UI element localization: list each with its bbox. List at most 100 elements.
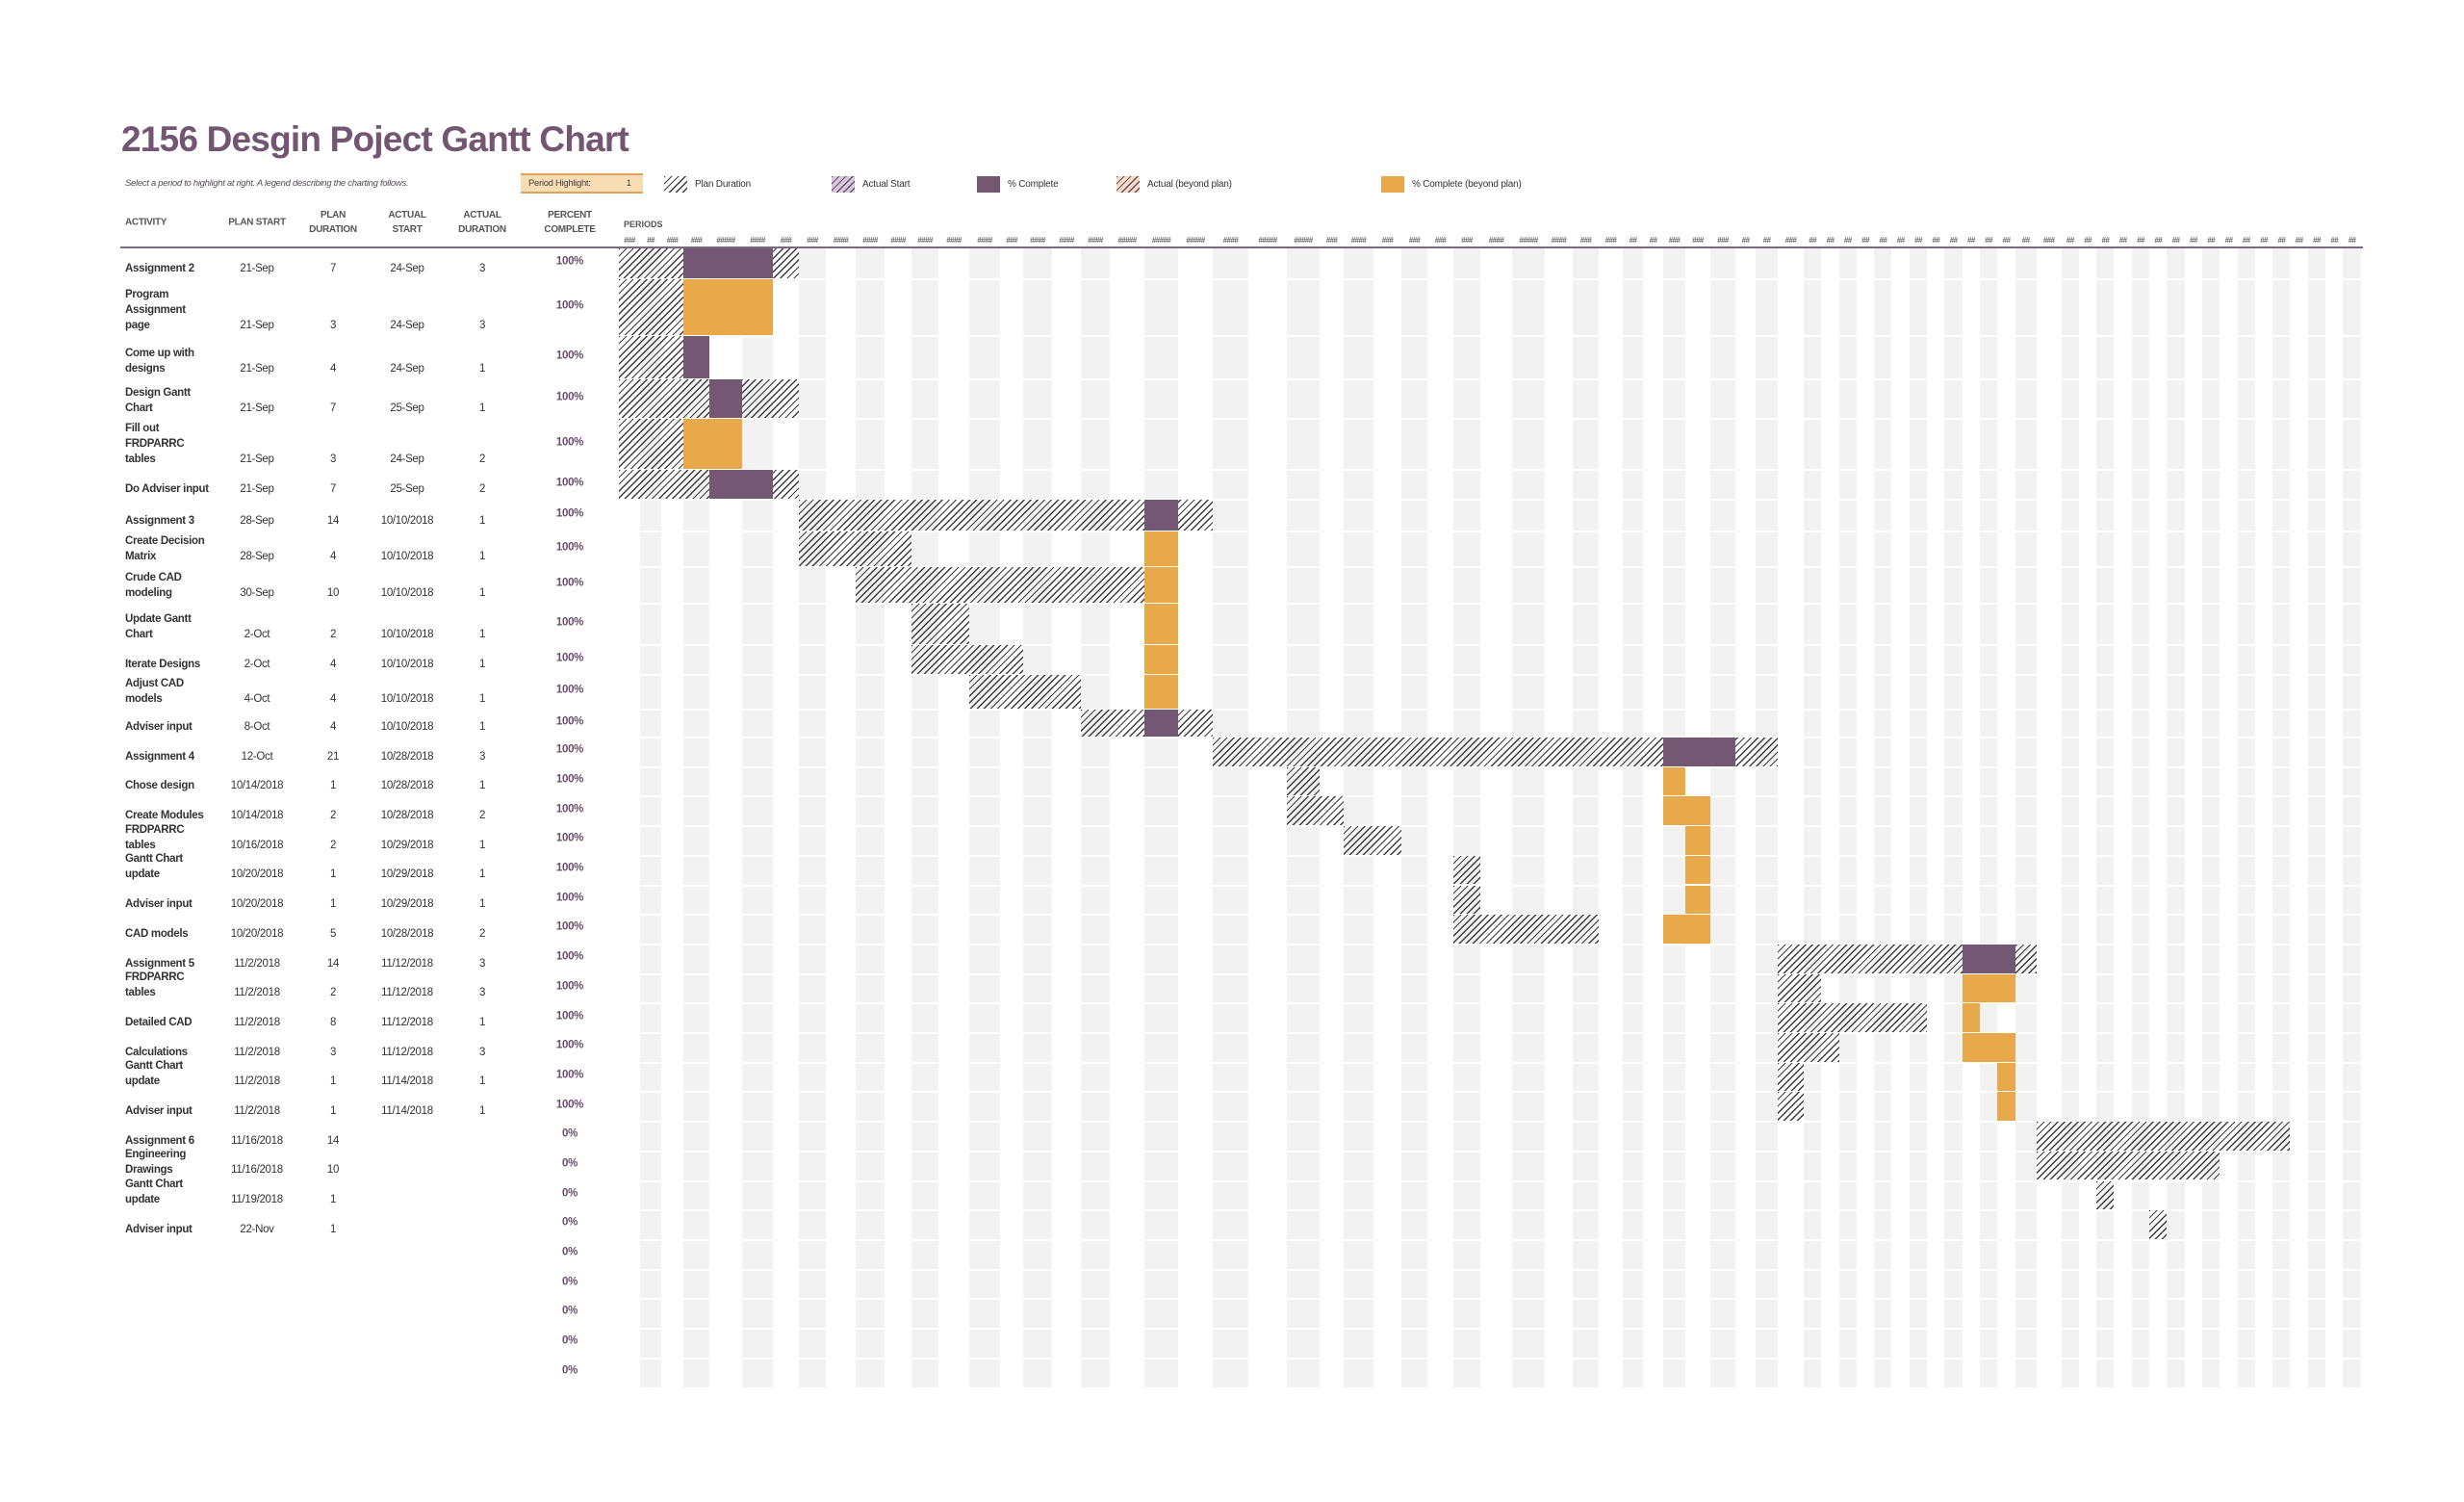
- period-label: ###: [1434, 236, 1447, 245]
- plan-duration-cell: 21: [326, 750, 340, 763]
- plan-duration-cell: 4: [329, 363, 337, 375]
- plan-start-cell: 12-Oct: [241, 750, 273, 763]
- row-separator: [619, 499, 2361, 501]
- period-label: ##: [1879, 236, 1887, 245]
- percent-complete-cell: 100%: [555, 507, 584, 520]
- period-label: ###: [1668, 236, 1681, 245]
- period-highlight-input[interactable]: Period Highlight: 1: [521, 173, 643, 194]
- period-label: ##: [2118, 236, 2127, 245]
- percent-complete-cell: 100%: [555, 862, 584, 874]
- row-separator: [619, 469, 2361, 471]
- percent-complete-beyond-plan-bar: [1685, 885, 1710, 915]
- period-label: ####: [977, 236, 992, 245]
- plan-duration-cell: 1: [329, 1075, 337, 1088]
- actual-start-cell: 24-Sep: [390, 453, 424, 465]
- plan-duration-bar: [856, 567, 1144, 603]
- row-separator: [619, 1061, 2361, 1064]
- plan-duration-bar: [1453, 885, 1480, 915]
- activity-cell: Do Adviser input: [125, 483, 209, 495]
- plan-duration-bar: [911, 645, 1023, 674]
- period-column-stripe: [2307, 248, 2326, 1388]
- period-column-stripe: [1453, 248, 1480, 1388]
- actual-start-cell: 10/10/2018: [380, 659, 434, 670]
- actual-start-cell: 10/10/2018: [380, 721, 434, 733]
- table-row: Update Gantt Chart 2-Oct 2 10/10/2018 1 100%: [0, 604, 616, 645]
- period-label: ###: [624, 236, 635, 245]
- actual-start-hatch-icon: [832, 175, 855, 193]
- plan-duration-cell: 2: [329, 810, 337, 822]
- legend-actual-start: Actual Start: [832, 174, 910, 194]
- header-periods: PERIODS: [624, 220, 663, 229]
- period-label: ##: [2260, 236, 2268, 245]
- period-column-stripe: [2061, 248, 2079, 1388]
- actual-duration-cell: 1: [478, 587, 486, 599]
- actual-start-cell: 10/29/2018: [380, 898, 434, 911]
- period-label: ###: [1579, 236, 1592, 245]
- period-column-stripe: [1213, 248, 1248, 1388]
- row-separator: [619, 1121, 2361, 1124]
- period-column-stripe: [911, 248, 938, 1388]
- table-row: Chose design 10/14/2018 1 10/28/2018 1 100%: [0, 767, 616, 797]
- period-label: ##: [2242, 236, 2250, 245]
- period-column-stripe: [969, 248, 1000, 1388]
- actual-start-cell: 10/10/2018: [380, 587, 434, 599]
- legend-label: Plan Duration: [695, 178, 751, 190]
- percent-complete-cell: 100%: [555, 652, 584, 664]
- actual-start-cell: 24-Sep: [390, 363, 424, 375]
- period-column-stripe: [742, 248, 773, 1388]
- percent-complete-beyond-plan-bar: [1685, 826, 1710, 855]
- activity-cell: Update Gantt Chart: [125, 613, 192, 640]
- plan-start-cell: 21-Sep: [240, 483, 274, 495]
- header-divider: [120, 246, 2363, 248]
- table-row: Adjust CAD models 4-Oct 4 10/10/2018 1 100%: [0, 675, 616, 710]
- activity-cell: Chose design: [125, 780, 194, 792]
- period-label: ####: [1030, 236, 1045, 245]
- percent-complete-cell: 100%: [555, 350, 584, 362]
- plan-start-cell: 8-Oct: [244, 721, 270, 733]
- period-column-stripe: [1023, 248, 1052, 1388]
- table-row: Come up with designs 21-Sep 4 24-Sep 1 100%: [0, 336, 616, 379]
- percent-complete-beyond-plan-bar: [1685, 855, 1710, 885]
- period-label: ####: [750, 236, 765, 245]
- activity-cell: Assignment 3: [125, 515, 194, 527]
- row-separator: [619, 566, 2361, 568]
- plan-start-cell: 2-Oct: [244, 629, 270, 640]
- period-label: ##: [1896, 236, 1905, 245]
- period-column-stripe: [1623, 248, 1643, 1388]
- period-column-stripe: [2167, 248, 2185, 1388]
- activity-cell: Adviser input: [125, 1104, 192, 1117]
- plan-start-cell: 21-Sep: [240, 263, 274, 274]
- table-row: Design Gantt Chart 21-Sep 7 25-Sep 1 100%: [0, 379, 616, 419]
- period-label: ##: [1861, 236, 1869, 245]
- plan-duration-bar: [1778, 1033, 1839, 1062]
- percent-complete-beyond-plan-bar: [1144, 531, 1178, 566]
- row-separator: [619, 943, 2361, 945]
- period-label: #####: [1117, 236, 1137, 245]
- plan-duration-cell: 3: [329, 320, 337, 331]
- table-row: Adviser input 11/2/2018 1 11/14/2018 1 100%: [0, 1092, 616, 1122]
- plan-start-cell: 4-Oct: [244, 693, 270, 705]
- table-row: Calculations 11/2/2018 3 11/12/2018 3 100%: [0, 1033, 616, 1063]
- plan-start-cell: 30-Sep: [240, 587, 274, 599]
- period-label: ##: [1914, 236, 1922, 245]
- period-column-stripe: [2096, 248, 2115, 1388]
- percent-complete-cell: 100%: [555, 616, 584, 629]
- period-column-stripe: [1756, 248, 1778, 1388]
- plan-duration-bar: [1287, 766, 1320, 796]
- row-separator: [619, 603, 2361, 605]
- percent-complete-cell: 100%: [555, 715, 584, 728]
- period-label: ###: [1408, 236, 1421, 245]
- row-separator: [619, 1032, 2361, 1034]
- activity-cell: FRDPARRC tables: [125, 823, 185, 851]
- period-highlight-value[interactable]: 1: [626, 178, 631, 189]
- plan-start-cell: 11/2/2018: [234, 1104, 280, 1117]
- percent-complete-beyond-plan-bar: [1962, 1003, 1980, 1032]
- percent-complete-bar: [709, 379, 742, 418]
- plan-start-cell: 28-Sep: [240, 551, 274, 562]
- plan-start-cell: 11/16/2018: [231, 1164, 283, 1177]
- period-label: #####: [716, 236, 735, 245]
- period-label: ##: [1949, 236, 1958, 245]
- activity-cell: Adviser input: [125, 1223, 192, 1235]
- activity-cell: Assignment 2: [125, 263, 194, 274]
- percent-complete-cell: 100%: [555, 391, 584, 403]
